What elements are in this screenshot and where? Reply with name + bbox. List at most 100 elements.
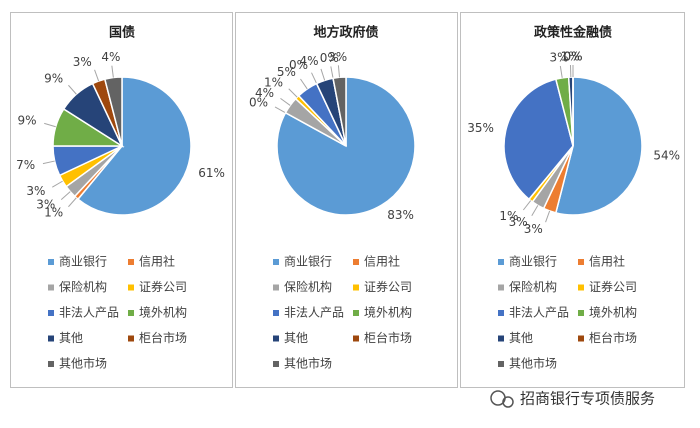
data-label: 0% (563, 50, 582, 64)
legend-label: 信用社 (139, 254, 175, 269)
legend-swatch (498, 284, 504, 291)
data-label: 4% (101, 50, 120, 64)
legend-swatch (128, 259, 134, 265)
legend-label: 柜台市场 (364, 330, 412, 345)
legend-swatch (128, 335, 134, 342)
watermark-icon (490, 390, 514, 408)
leader-line (44, 122, 56, 128)
panel (10, 12, 233, 388)
pie-slice (503, 78, 574, 201)
data-label: 0% (563, 50, 582, 64)
leader-line (68, 84, 77, 95)
legend-label: 商业银行 (509, 254, 557, 269)
legend-label: 非法人产品 (284, 306, 344, 320)
leader-line (300, 78, 308, 90)
legend-swatch (128, 310, 134, 316)
legend-swatch (48, 259, 54, 265)
legend-label: 其他市场 (59, 356, 107, 371)
data-label: 3% (36, 197, 55, 211)
data-label: 1% (264, 76, 283, 90)
leader-line (531, 205, 539, 216)
legend-swatch (353, 310, 359, 316)
leader-line (60, 191, 71, 200)
chart-title: 国债 (109, 25, 135, 41)
panel (460, 12, 685, 388)
legend-label: 其他市场 (509, 356, 557, 371)
leader-line (545, 210, 551, 223)
leader-line (522, 200, 532, 211)
legend-swatch (498, 361, 504, 367)
legend-label: 其他 (509, 331, 533, 345)
legend-swatch (578, 259, 584, 265)
legend-swatch (273, 310, 279, 316)
legend-label: 其他市场 (284, 356, 332, 371)
data-label: 3% (550, 51, 569, 65)
legend-label: 保险机构 (509, 279, 557, 294)
legend-swatch (128, 284, 134, 291)
leader-line (111, 65, 114, 78)
leader-line (42, 160, 55, 165)
legend-swatch (353, 335, 359, 342)
data-label: 3% (26, 184, 45, 198)
legend-label: 证券公司 (589, 279, 637, 294)
legend-swatch (273, 361, 279, 367)
legend-swatch (48, 310, 54, 316)
data-label: 1% (561, 50, 580, 64)
data-label: 3% (524, 222, 543, 236)
legend-label: 保险机构 (284, 279, 332, 294)
legend-label: 其他 (284, 331, 308, 345)
leader-line (288, 88, 298, 98)
data-label: 5% (277, 65, 296, 79)
data-label: 35% (467, 121, 494, 135)
leader-line (94, 69, 100, 82)
data-label: 3% (328, 50, 347, 64)
data-label: 7% (16, 158, 35, 172)
legend-swatch (48, 361, 54, 367)
pie-slice (554, 76, 643, 216)
legend-label: 其他 (59, 331, 83, 345)
pie-slice (332, 76, 347, 147)
legend-label: 非法人产品 (59, 306, 119, 320)
leader-line (274, 106, 286, 114)
leader-line (68, 197, 77, 208)
legend-label: 境外机构 (589, 305, 637, 320)
legend-label: 商业银行 (284, 254, 332, 269)
leader-line (311, 72, 318, 84)
legend-swatch (578, 284, 584, 291)
legend-label: 商业银行 (59, 254, 107, 269)
legend-swatch (498, 259, 504, 265)
pie-slice (76, 76, 192, 216)
data-label: 61% (198, 166, 225, 180)
data-label: 3% (509, 215, 528, 229)
leader-line (320, 68, 326, 81)
data-label: 1% (44, 205, 63, 219)
legend-swatch (273, 335, 279, 342)
data-label: 9% (17, 114, 36, 128)
legend-label: 非法人产品 (509, 306, 569, 320)
leader-line (280, 97, 291, 106)
pie-slice (276, 76, 416, 216)
legend-swatch (498, 335, 504, 342)
legend-label: 柜台市场 (139, 330, 187, 345)
leader-line (52, 180, 63, 188)
legend-swatch (498, 310, 504, 316)
legend-swatch (578, 310, 584, 316)
legend-label: 保险机构 (59, 279, 107, 294)
data-label: 4% (255, 86, 274, 100)
legend-label: 境外机构 (139, 305, 187, 320)
data-label: 4% (299, 54, 318, 68)
leader-line (559, 65, 563, 78)
legend-label: 证券公司 (139, 279, 187, 294)
watermark: 招商银行专项债服务 (520, 390, 655, 408)
panel (235, 12, 458, 388)
chart-title: 地方政府债 (313, 25, 378, 41)
legend-swatch (353, 284, 359, 291)
data-label: 0% (320, 51, 339, 65)
data-label: 0% (289, 58, 308, 72)
legend-swatch (273, 259, 279, 265)
legend-swatch (578, 335, 584, 342)
data-label: 3% (73, 55, 92, 69)
data-label: 1% (499, 209, 518, 223)
legend-swatch (353, 259, 359, 265)
